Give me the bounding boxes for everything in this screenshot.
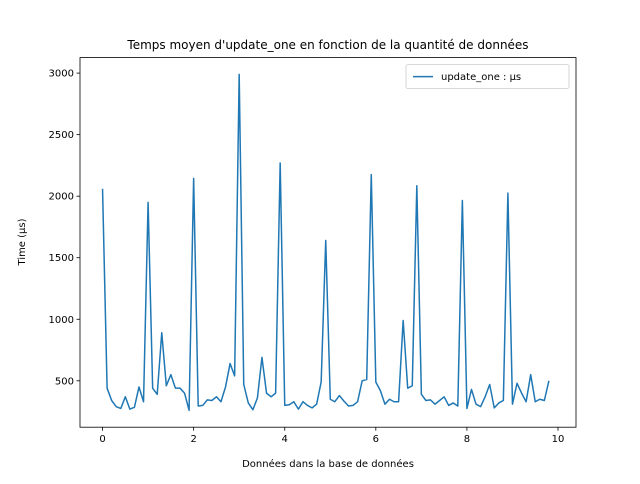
y-tick-label: 2000 (49, 192, 74, 203)
y-tick-label: 1000 (49, 315, 74, 326)
x-tick-label: 2 (190, 434, 196, 445)
y-tick-label: 500 (55, 376, 74, 387)
x-tick-label: 0 (99, 434, 105, 445)
y-axis-label: Time (µs) (17, 218, 28, 266)
y-tick-label: 1500 (49, 253, 74, 264)
x-tick-label: 6 (373, 434, 379, 445)
plot-frame (79, 57, 577, 428)
y-tick-label: 3000 (49, 69, 74, 80)
x-tick-label: 8 (464, 434, 470, 445)
y-tick-label: 2500 (49, 130, 74, 141)
x-tick-label: 10 (552, 434, 565, 445)
legend-label: update_one : µs (441, 72, 521, 83)
chart-title: Temps moyen d'update_one en fonction de … (126, 38, 528, 52)
legend-box (405, 64, 570, 89)
x-tick-label: 4 (282, 434, 288, 445)
x-axis-label: Données dans la base de données (242, 458, 414, 470)
data-line (101, 73, 550, 412)
